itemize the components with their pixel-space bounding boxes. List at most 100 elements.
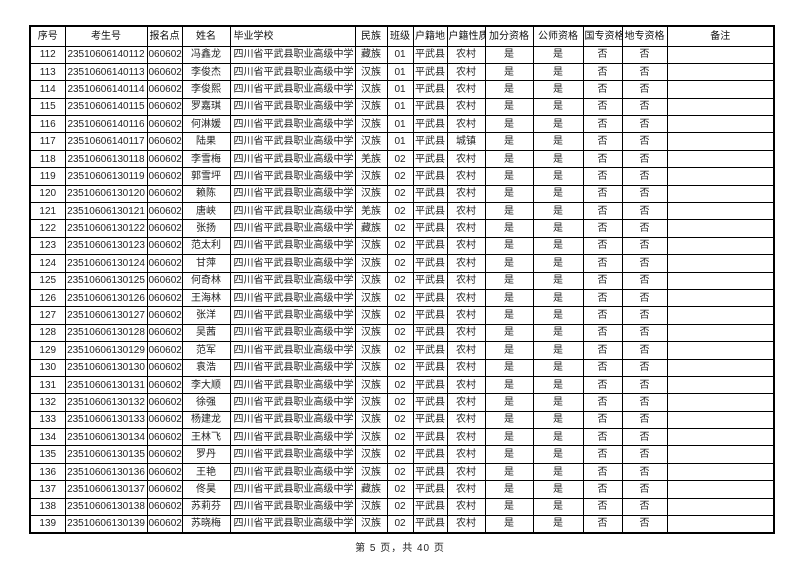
table-cell: 是 bbox=[484, 375, 534, 395]
table-cell: 农村 bbox=[446, 393, 486, 412]
table-cell: 农村 bbox=[446, 428, 486, 447]
table-row: 137 23510606130137 060602 佟昊 四川省平武县职业高级中学 藏族 0… bbox=[29, 480, 775, 499]
table-cell: 是 bbox=[484, 480, 534, 499]
table-row: 124 23510606130124 060602 甘萍 四川省平武县职业高级中学 汉族 0… bbox=[29, 254, 775, 273]
table-cell: 02 bbox=[386, 149, 414, 169]
table-cell: 农村 bbox=[446, 341, 486, 360]
table-cell: 汉族 bbox=[354, 497, 388, 517]
table-cell: 060602 bbox=[146, 410, 183, 430]
table-cell: 是 bbox=[532, 97, 584, 117]
table-cell: 060602 bbox=[146, 62, 183, 82]
table-cell: 张扬 bbox=[181, 219, 231, 238]
table-cell: 汉族 bbox=[354, 288, 388, 308]
table-cell: 060602 bbox=[146, 271, 183, 290]
table-cell: 060602 bbox=[146, 497, 183, 517]
table-cell: 四川省平武县职业高级中学 bbox=[229, 462, 356, 482]
table-cell: 农村 bbox=[446, 184, 486, 204]
table-cell: 是 bbox=[484, 254, 534, 273]
table-cell: 23510606130137 bbox=[64, 480, 148, 499]
table-cell: 是 bbox=[484, 149, 534, 169]
table-cell: 汉族 bbox=[354, 445, 388, 464]
table-cell: 否 bbox=[582, 358, 623, 377]
table-cell: 否 bbox=[582, 271, 623, 290]
table-cell: 23510606140113 bbox=[64, 62, 148, 82]
table-cell: 02 bbox=[386, 393, 414, 412]
table-cell: 121 bbox=[29, 202, 66, 221]
table-cell bbox=[666, 184, 775, 204]
table-cell: 23510606130124 bbox=[64, 254, 148, 273]
table-cell: 范太利 bbox=[181, 236, 231, 256]
table-cell: 否 bbox=[582, 375, 623, 395]
table-cell: 否 bbox=[621, 45, 668, 64]
table-cell: 汉族 bbox=[354, 306, 388, 325]
table-cell: 02 bbox=[386, 358, 414, 377]
table-cell: 平武县 bbox=[412, 341, 448, 360]
table-cell: 汉族 bbox=[354, 393, 388, 412]
table-cell: 汉族 bbox=[354, 132, 388, 151]
table-cell: 02 bbox=[386, 515, 414, 534]
table-cell: 是 bbox=[532, 62, 584, 82]
table-cell: 是 bbox=[532, 341, 584, 360]
table-cell: 是 bbox=[484, 62, 534, 82]
table-cell: 112 bbox=[29, 45, 66, 64]
table-cell: 四川省平武县职业高级中学 bbox=[229, 149, 356, 169]
table-cell: 农村 bbox=[446, 167, 486, 186]
table-cell: 060602 bbox=[146, 254, 183, 273]
table-cell: 农村 bbox=[446, 115, 486, 134]
table-cell: 01 bbox=[386, 97, 414, 117]
table-cell: 否 bbox=[582, 462, 623, 482]
table-row: 129 23510606130129 060602 范军 四川省平武县职业高级中学 汉族 0… bbox=[29, 341, 775, 360]
table-cell: 农村 bbox=[446, 80, 486, 99]
table-cell: 四川省平武县职业高级中学 bbox=[229, 341, 356, 360]
table-cell: 汉族 bbox=[354, 428, 388, 447]
table-cell: 135 bbox=[29, 445, 66, 464]
table-cell: 甘萍 bbox=[181, 254, 231, 273]
table-cell: 130 bbox=[29, 358, 66, 377]
table-cell: 汉族 bbox=[354, 184, 388, 204]
table-cell: 115 bbox=[29, 97, 66, 117]
column-header: 民族 bbox=[354, 25, 388, 47]
column-header: 地专资格 bbox=[621, 25, 668, 47]
table-cell: 农村 bbox=[446, 445, 486, 464]
table-cell: 060602 bbox=[146, 236, 183, 256]
table-cell bbox=[666, 462, 775, 482]
column-header: 序号 bbox=[29, 25, 66, 47]
table-row: 139 23510606130139 060602 苏晓梅 四川省平武县职业高级中学 汉族… bbox=[29, 515, 775, 534]
table-cell: 四川省平武县职业高级中学 bbox=[229, 515, 356, 534]
table-cell: 23510606130139 bbox=[64, 515, 148, 534]
table-cell: 徐强 bbox=[181, 393, 231, 412]
table-cell: 袁浩 bbox=[181, 358, 231, 377]
table-cell: 23510606130123 bbox=[64, 236, 148, 256]
table-cell: 平武县 bbox=[412, 462, 448, 482]
table-cell: 23510606130128 bbox=[64, 323, 148, 343]
table-cell: 060602 bbox=[146, 97, 183, 117]
table-cell: 平武县 bbox=[412, 323, 448, 343]
table-cell: 否 bbox=[582, 115, 623, 134]
table-cell: 否 bbox=[582, 254, 623, 273]
table-cell: 四川省平武县职业高级中学 bbox=[229, 428, 356, 447]
table-cell: 农村 bbox=[446, 497, 486, 517]
table-cell: 否 bbox=[582, 80, 623, 99]
table-cell: 是 bbox=[532, 115, 584, 134]
table-cell: 否 bbox=[582, 62, 623, 82]
table-cell: 平武县 bbox=[412, 375, 448, 395]
table-cell: 是 bbox=[484, 306, 534, 325]
table-cell: 02 bbox=[386, 288, 414, 308]
column-header: 毕业学校 bbox=[229, 25, 356, 47]
table-cell: 060602 bbox=[146, 45, 183, 64]
column-header: 户籍地 bbox=[412, 25, 448, 47]
table-cell: 否 bbox=[621, 323, 668, 343]
table-cell bbox=[666, 236, 775, 256]
table-cell: 是 bbox=[484, 341, 534, 360]
table-cell: 是 bbox=[484, 428, 534, 447]
column-header: 考生号 bbox=[64, 25, 148, 47]
table-cell: 是 bbox=[484, 271, 534, 290]
table-cell: 114 bbox=[29, 80, 66, 99]
table-cell: 汉族 bbox=[354, 358, 388, 377]
table-cell: 是 bbox=[484, 358, 534, 377]
table-cell: 汉族 bbox=[354, 115, 388, 134]
table-cell: 23510606130126 bbox=[64, 288, 148, 308]
table-cell: 农村 bbox=[446, 480, 486, 499]
table-cell: 是 bbox=[532, 515, 584, 534]
table-cell bbox=[666, 288, 775, 308]
